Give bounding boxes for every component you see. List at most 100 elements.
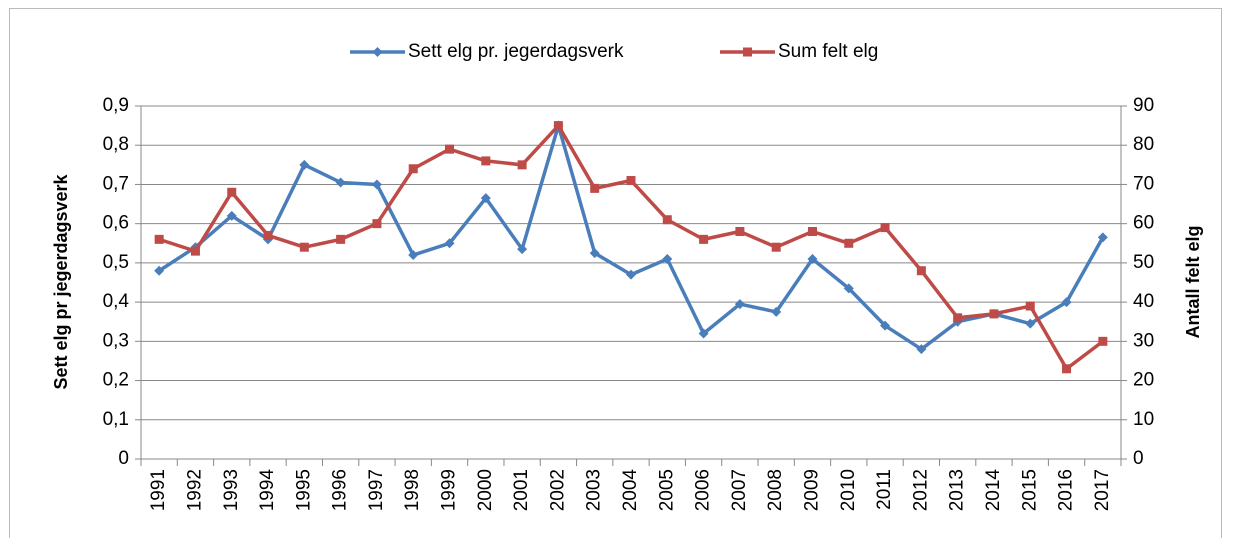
point (1025, 318, 1036, 329)
y-tick-label: 0,8 (103, 134, 129, 155)
x-tick-label: 2011 (874, 469, 895, 510)
point (880, 320, 891, 331)
x-tick-label: 2005 (656, 469, 677, 511)
point (662, 253, 673, 264)
y2-tick-label: 40 (1133, 291, 1154, 312)
point (480, 193, 491, 204)
y2-tick-label: 50 (1133, 252, 1154, 273)
y-axis-title: Sett elg pr jegerdagsverk (51, 173, 71, 389)
x-tick-label: 2013 (947, 469, 968, 511)
point (771, 306, 782, 317)
point (626, 176, 636, 186)
x-tick-label: 1991 (148, 469, 169, 511)
legend-label: Sum felt elg (778, 41, 878, 62)
y-tick-label: 0,2 (103, 370, 129, 391)
y-tick-label: 0,7 (103, 173, 129, 194)
point (1062, 364, 1072, 374)
point (1061, 297, 1072, 308)
x-tick-label: 2009 (801, 469, 822, 511)
y-tick-label: 0,1 (103, 409, 129, 430)
y-tick-label: 0,5 (103, 252, 129, 273)
point (989, 309, 999, 319)
point (299, 159, 310, 170)
x-tick-label: 2002 (547, 469, 568, 511)
point (263, 230, 273, 240)
x-tick-label: 2016 (1056, 469, 1077, 511)
point (771, 242, 781, 252)
point (154, 234, 164, 244)
y2-tick-label: 60 (1133, 213, 1154, 234)
x-tick-label: 2004 (620, 469, 641, 512)
x-tick-label: 2014 (983, 469, 1004, 512)
x-tick-label: 1998 (402, 469, 423, 511)
point (699, 234, 709, 244)
y-tick-label: 0 (118, 448, 129, 469)
y2-tick-label: 80 (1133, 134, 1154, 155)
point (517, 244, 528, 255)
point (190, 246, 200, 256)
x-tick-label: 1995 (293, 469, 314, 511)
point (336, 234, 346, 244)
y-tick-label: 0,3 (103, 330, 129, 351)
point (807, 227, 817, 237)
point (227, 187, 237, 197)
point (953, 313, 963, 323)
x-tick-label: 2012 (910, 469, 931, 511)
x-tick-label: 1997 (366, 469, 387, 511)
point (734, 299, 745, 310)
y-tick-label: 0,6 (103, 213, 129, 234)
y2-tick-label: 0 (1133, 448, 1144, 469)
point (735, 227, 745, 237)
x-tick-label: 2006 (693, 469, 714, 511)
x-tick-label: 1999 (439, 469, 460, 511)
x-tick-label: 2010 (838, 469, 859, 511)
point (1097, 232, 1108, 243)
point (843, 283, 854, 294)
point (807, 253, 818, 264)
legend-marker (743, 47, 752, 57)
point (408, 164, 418, 174)
x-tick-label: 2000 (475, 469, 496, 511)
point (589, 248, 600, 259)
x-tick-label: 1994 (257, 469, 278, 512)
point (662, 215, 672, 225)
point (444, 238, 455, 249)
x-tick-label: 2003 (584, 469, 605, 511)
x-tick-label: 2001 (511, 469, 532, 511)
y2-tick-label: 30 (1133, 330, 1154, 351)
point (1025, 301, 1035, 311)
point (226, 210, 237, 221)
point (371, 179, 382, 190)
x-tick-label: 2017 (1092, 469, 1113, 511)
point (590, 183, 600, 193)
x-tick-label: 1992 (184, 469, 205, 511)
x-tick-label: 1993 (221, 469, 242, 511)
point (408, 250, 419, 261)
x-tick-label: 1996 (330, 469, 351, 511)
y-tick-label: 0,9 (103, 95, 129, 116)
x-tick-label: 2007 (729, 469, 750, 511)
point (553, 121, 563, 131)
chart-frame (9, 8, 1222, 543)
x-tick-label: 2015 (1019, 469, 1040, 511)
point (844, 238, 854, 248)
point (880, 223, 890, 233)
point (335, 177, 346, 188)
point (372, 219, 382, 229)
y2-tick-label: 10 (1133, 409, 1154, 430)
point (481, 156, 491, 166)
point (154, 265, 165, 276)
legend-marker (372, 47, 383, 57)
point (1098, 336, 1108, 346)
point (916, 344, 927, 355)
y2-tick-label: 70 (1133, 173, 1154, 194)
legend-label: Sett elg pr. jegerdagsverk (408, 41, 624, 62)
point (916, 266, 926, 276)
y2-tick-label: 90 (1133, 95, 1154, 116)
point (698, 328, 709, 339)
x-tick-label: 2008 (765, 469, 786, 511)
point (517, 160, 527, 170)
point (626, 269, 636, 280)
y2-tick-label: 20 (1133, 370, 1154, 391)
